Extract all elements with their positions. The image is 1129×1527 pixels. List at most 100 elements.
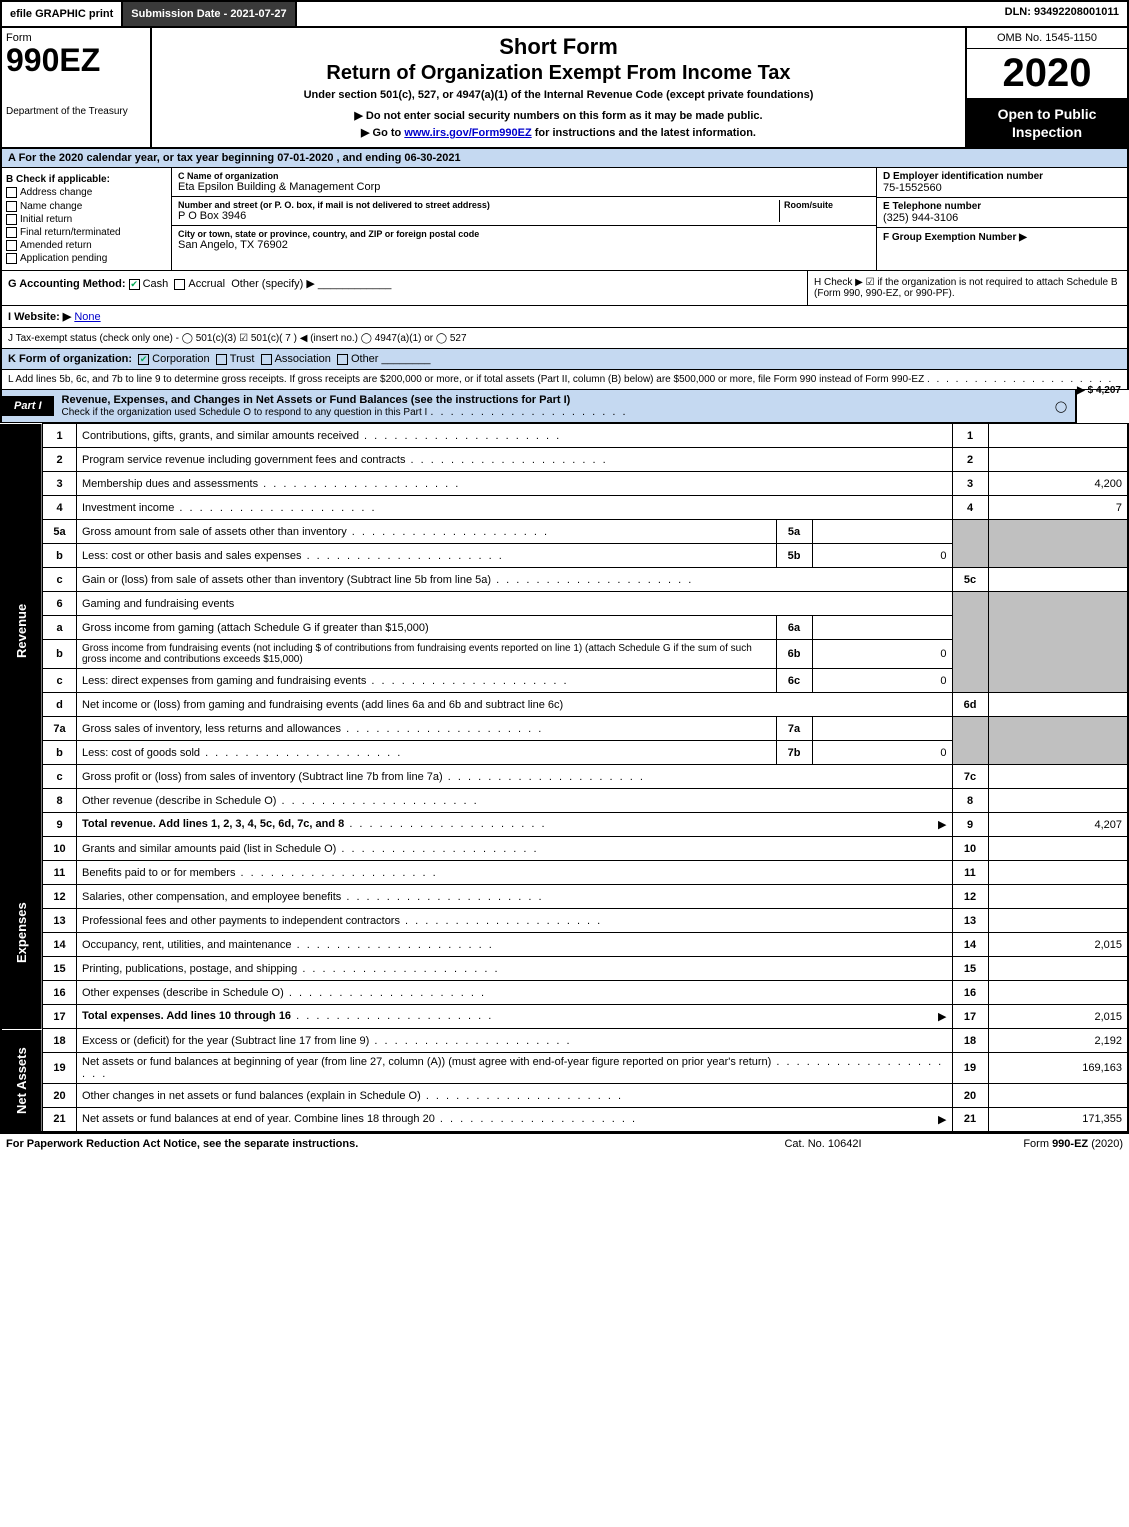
city-value: San Angelo, TX 76902 — [178, 239, 870, 251]
org-name-label: C Name of organization — [178, 171, 870, 181]
line-5c: c Gain or (loss) from sale of assets oth… — [1, 568, 1128, 592]
org-name-cell: C Name of organization Eta Epsilon Build… — [172, 168, 876, 197]
form-header: Form 990EZ Department of the Treasury Sh… — [0, 28, 1129, 149]
line-3: 3 Membership dues and assessments 3 4,20… — [1, 472, 1128, 496]
I-label: I Website: ▶ — [8, 311, 71, 323]
line-2: 2 Program service revenue including gove… — [1, 448, 1128, 472]
L-text: L Add lines 5b, 6c, and 7b to line 9 to … — [8, 374, 924, 385]
open-to-public: Open to Public Inspection — [967, 99, 1127, 147]
chk-amended-return[interactable]: Amended return — [6, 240, 167, 251]
row-GH: G Accounting Method: Cash Accrual Other … — [0, 271, 1129, 306]
top-bar: efile GRAPHIC print Submission Date - 20… — [0, 0, 1129, 28]
G-label: G Accounting Method: — [8, 278, 126, 290]
K-label: K Form of organization: — [8, 353, 132, 365]
H-schedule-b: H Check ▶ ☑ if the organization is not r… — [807, 271, 1127, 305]
chk-name-change[interactable]: Name change — [6, 201, 167, 212]
room-label: Room/suite — [784, 200, 870, 210]
chk-corp[interactable] — [138, 354, 149, 365]
col-DEF: D Employer identification number 75-1552… — [877, 168, 1127, 270]
side-expenses: Expenses — [1, 837, 43, 1029]
D-value: 75-1552560 — [883, 182, 1121, 194]
G-other: Other (specify) ▶ — [231, 278, 315, 290]
line-17: 17 Total expenses. Add lines 10 through … — [1, 1005, 1128, 1029]
footer-center: Cat. No. 10642I — [723, 1138, 923, 1150]
chk-application-pending[interactable]: Application pending — [6, 253, 167, 264]
title-short-form: Short Form — [158, 34, 959, 60]
chk-accrual[interactable] — [174, 279, 185, 290]
line-20: 20 Other changes in net assets or fund b… — [1, 1084, 1128, 1108]
line-11: 11 Benefits paid to or for members 11 — [1, 861, 1128, 885]
col-B-checkboxes: B Check if applicable: Address change Na… — [2, 168, 172, 270]
E-value: (325) 944-3106 — [883, 212, 1121, 224]
row-K-form-org: K Form of organization: Corporation Trus… — [0, 349, 1129, 370]
dln-label: DLN: 93492208001011 — [997, 2, 1127, 26]
efile-print-button[interactable]: efile GRAPHIC print — [2, 2, 123, 26]
chk-trust[interactable] — [216, 354, 227, 365]
chk-final-return[interactable]: Final return/terminated — [6, 227, 167, 238]
line-1: Revenue 1 Contributions, gifts, grants, … — [1, 424, 1128, 448]
part1-title: Revenue, Expenses, and Changes in Net As… — [54, 390, 1047, 422]
line-5a: 5a Gross amount from sale of assets othe… — [1, 520, 1128, 544]
header-right: OMB No. 1545-1150 2020 Open to Public In… — [967, 28, 1127, 147]
line-8: 8 Other revenue (describe in Schedule O)… — [1, 789, 1128, 813]
D-ein: D Employer identification number 75-1552… — [877, 168, 1127, 198]
B-header: B Check if applicable: — [6, 174, 167, 185]
line-16: 16 Other expenses (describe in Schedule … — [1, 981, 1128, 1005]
side-revenue: Revenue — [1, 424, 43, 837]
chk-initial-return[interactable]: Initial return — [6, 214, 167, 225]
title-return: Return of Organization Exempt From Incom… — [158, 62, 959, 85]
city-cell: City or town, state or province, country… — [172, 226, 876, 254]
F-group-exemption: F Group Exemption Number ▶ — [877, 228, 1127, 246]
omb-number: OMB No. 1545-1150 — [967, 28, 1127, 49]
line-6: 6 Gaming and fundraising events — [1, 592, 1128, 616]
line-4: 4 Investment income 4 7 — [1, 496, 1128, 520]
addr-cell: Number and street (or P. O. box, if mail… — [172, 197, 876, 226]
link-post: for instructions and the latest informat… — [532, 127, 756, 139]
submission-date-button[interactable]: Submission Date - 2021-07-27 — [123, 2, 296, 26]
side-net-assets: Net Assets — [1, 1029, 43, 1132]
line-7a: 7a Gross sales of inventory, less return… — [1, 717, 1128, 741]
F-label: F Group Exemption Number ▶ — [883, 232, 1027, 243]
chk-assoc[interactable] — [261, 354, 272, 365]
dept-label: Department of the Treasury — [6, 106, 146, 117]
tax-year: 2020 — [967, 49, 1127, 99]
row-L-gross-receipts: L Add lines 5b, 6c, and 7b to line 9 to … — [0, 370, 1129, 390]
instructions-link-row: ▶ Go to www.irs.gov/Form990EZ for instru… — [158, 126, 959, 139]
part1-header: Part I Revenue, Expenses, and Changes in… — [0, 390, 1077, 423]
D-label: D Employer identification number — [883, 171, 1121, 182]
line-15: 15 Printing, publications, postage, and … — [1, 957, 1128, 981]
footer-left: For Paperwork Reduction Act Notice, see … — [6, 1138, 723, 1150]
line-10: Expenses 10 Grants and similar amounts p… — [1, 837, 1128, 861]
L-amount: ▶ $ 4,207 — [1077, 385, 1121, 396]
chk-other[interactable] — [337, 354, 348, 365]
line-7c: c Gross profit or (loss) from sales of i… — [1, 765, 1128, 789]
org-name: Eta Epsilon Building & Management Corp — [178, 181, 870, 193]
chk-address-change[interactable]: Address change — [6, 187, 167, 198]
part1-table: Revenue 1 Contributions, gifts, grants, … — [0, 423, 1129, 1133]
part1-tag: Part I — [2, 396, 54, 416]
line-6d: d Net income or (loss) from gaming and f… — [1, 693, 1128, 717]
part1-checkbox[interactable]: ◯ — [1047, 396, 1075, 417]
addr-value: P O Box 3946 — [178, 210, 775, 222]
addr-label: Number and street (or P. O. box, if mail… — [178, 200, 775, 210]
subtitle: Under section 501(c), 527, or 4947(a)(1)… — [158, 89, 959, 101]
footer-right: Form 990-EZ (2020) — [923, 1138, 1123, 1150]
J-text: J Tax-exempt status (check only one) - ◯… — [8, 333, 467, 344]
row-I-website: I Website: ▶ None — [0, 306, 1129, 328]
header-center: Short Form Return of Organization Exempt… — [152, 28, 967, 147]
line-21: 21 Net assets or fund balances at end of… — [1, 1108, 1128, 1132]
block-BCDEF: B Check if applicable: Address change Na… — [0, 168, 1129, 271]
line-12: 12 Salaries, other compensation, and emp… — [1, 885, 1128, 909]
G-accounting: G Accounting Method: Cash Accrual Other … — [2, 271, 807, 305]
line-18: Net Assets 18 Excess or (deficit) for th… — [1, 1029, 1128, 1053]
line-19: 19 Net assets or fund balances at beginn… — [1, 1053, 1128, 1084]
page-footer: For Paperwork Reduction Act Notice, see … — [0, 1133, 1129, 1154]
line-9: 9 Total revenue. Add lines 1, 2, 3, 4, 5… — [1, 813, 1128, 837]
header-left: Form 990EZ Department of the Treasury — [2, 28, 152, 147]
line-14: 14 Occupancy, rent, utilities, and maint… — [1, 933, 1128, 957]
chk-cash[interactable] — [129, 279, 140, 290]
irs-link[interactable]: www.irs.gov/Form990EZ — [404, 127, 531, 139]
form-number: 990EZ — [6, 44, 146, 76]
website-link[interactable]: None — [74, 311, 100, 323]
city-label: City or town, state or province, country… — [178, 229, 870, 239]
